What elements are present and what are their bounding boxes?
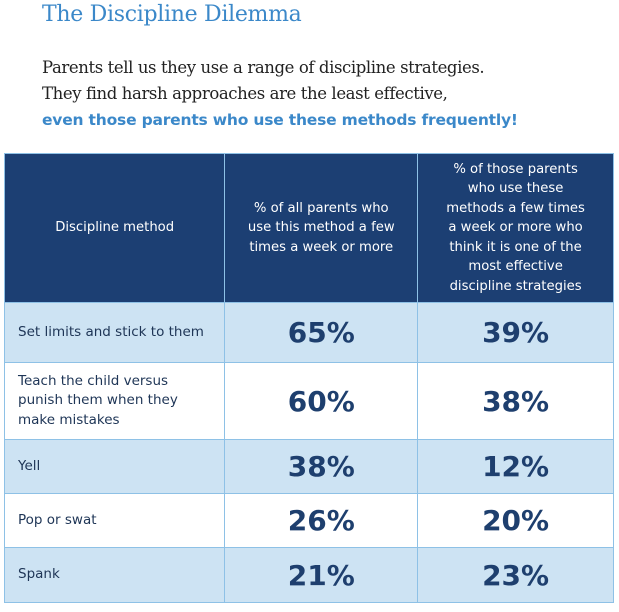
- table-row: Yell 38% 12%: [3, 439, 614, 494]
- effective-value: 20%: [417, 493, 614, 548]
- use-value: 65%: [224, 302, 419, 363]
- method-cell: Set limits and stick to them: [3, 302, 226, 363]
- table-row: Spank 21% 23%: [3, 547, 614, 603]
- effective-value: 12%: [417, 439, 614, 494]
- method-cell: Spank: [3, 547, 226, 603]
- discipline-table: Discipline method % of all parents who u…: [3, 153, 614, 603]
- header-use: % of all parents who use this method a f…: [224, 153, 419, 303]
- intro-line-2: They find harsh approaches are the least…: [42, 84, 448, 103]
- table-row: Teach the child versus punish them when …: [3, 362, 614, 440]
- header-effective: % of those parents who use these methods…: [417, 153, 614, 303]
- intro-text: Parents tell us they use a range of disc…: [42, 55, 518, 133]
- use-value: 26%: [224, 493, 419, 548]
- page-title: The Discipline Dilemma: [42, 2, 302, 27]
- method-cell: Teach the child versus punish them when …: [3, 362, 226, 440]
- method-cell: Yell: [3, 439, 226, 494]
- use-value: 21%: [224, 547, 419, 603]
- effective-value: 38%: [417, 362, 614, 440]
- table-row: Pop or swat 26% 20%: [3, 493, 614, 548]
- use-value: 38%: [224, 439, 419, 494]
- intro-line-1: Parents tell us they use a range of disc…: [42, 58, 485, 77]
- effective-value: 23%: [417, 547, 614, 603]
- method-cell: Pop or swat: [3, 493, 226, 548]
- intro-highlight: even those parents who use these methods…: [42, 111, 518, 129]
- use-value: 60%: [224, 362, 419, 440]
- table-row: Set limits and stick to them 65% 39%: [3, 302, 614, 363]
- header-row: Discipline method % of all parents who u…: [3, 153, 614, 303]
- effective-value: 39%: [417, 302, 614, 363]
- header-method: Discipline method: [3, 153, 226, 303]
